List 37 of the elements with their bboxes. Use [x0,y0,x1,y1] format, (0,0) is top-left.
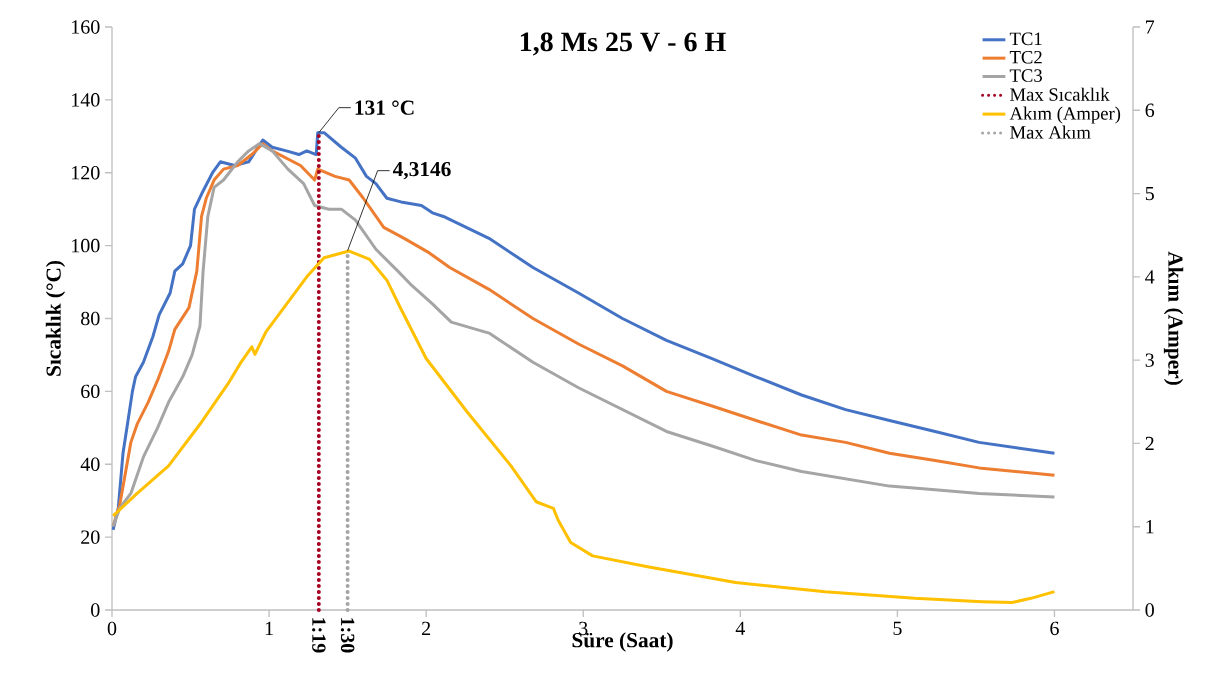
y-tick-label: 20 [81,530,100,544]
y-tick-label: 140 [72,93,100,107]
y-tick-label: 160 [72,20,100,34]
y2-tick-label: 7 [1146,20,1155,34]
y2-tick-label: 1 [1146,520,1154,534]
legend-label: TC2 [1009,50,1042,64]
x-tick-label: 4 [735,621,745,635]
y-tick-label: 80 [81,311,100,326]
y2-tick-label: 0 [1145,603,1154,617]
y2-tick-label: 6 [1145,103,1155,117]
legend-label: Max Sıcaklık [1010,87,1110,101]
y-axis-title: Sıcaklık (°C) [45,260,66,376]
x-tick-label: 2 [422,621,431,635]
x-tick-label: 6 [1050,621,1059,636]
legend-label: Max Akım [1010,125,1091,139]
y-tick-label: 120 [72,166,100,180]
y-tick-label: 60 [81,384,100,399]
annotation: 1:19 [312,618,326,653]
y2-tick-label: 2 [1145,436,1154,451]
y-tick-label: 40 [80,457,100,471]
chart-title: 1,8 Ms 25 V - 6 H [520,32,726,56]
legend-label: TC3 [1009,69,1042,82]
line-series [111,249,1056,604]
x-tick-label: 0 [107,621,117,636]
y2-tick-label: 3 [1145,353,1154,367]
y2-tick-label: 4 [1145,270,1155,284]
y2-tick-label: 5 [1145,186,1154,201]
y2-axis-title: Akım (Amper) [1163,251,1184,385]
legend-label: Akım (Amper) [1009,106,1121,124]
x-tick-label: 1 [265,621,273,635]
data-label: 131 °C [355,100,414,115]
y-tick-label: 100 [72,238,100,253]
y-tick-label: 0 [91,603,100,617]
annotation: 1:30 [340,618,355,653]
x-tick-label: 5 [893,621,902,635]
data-label: 4,3146 [392,161,451,180]
legend-label: TC1 [1009,32,1042,46]
